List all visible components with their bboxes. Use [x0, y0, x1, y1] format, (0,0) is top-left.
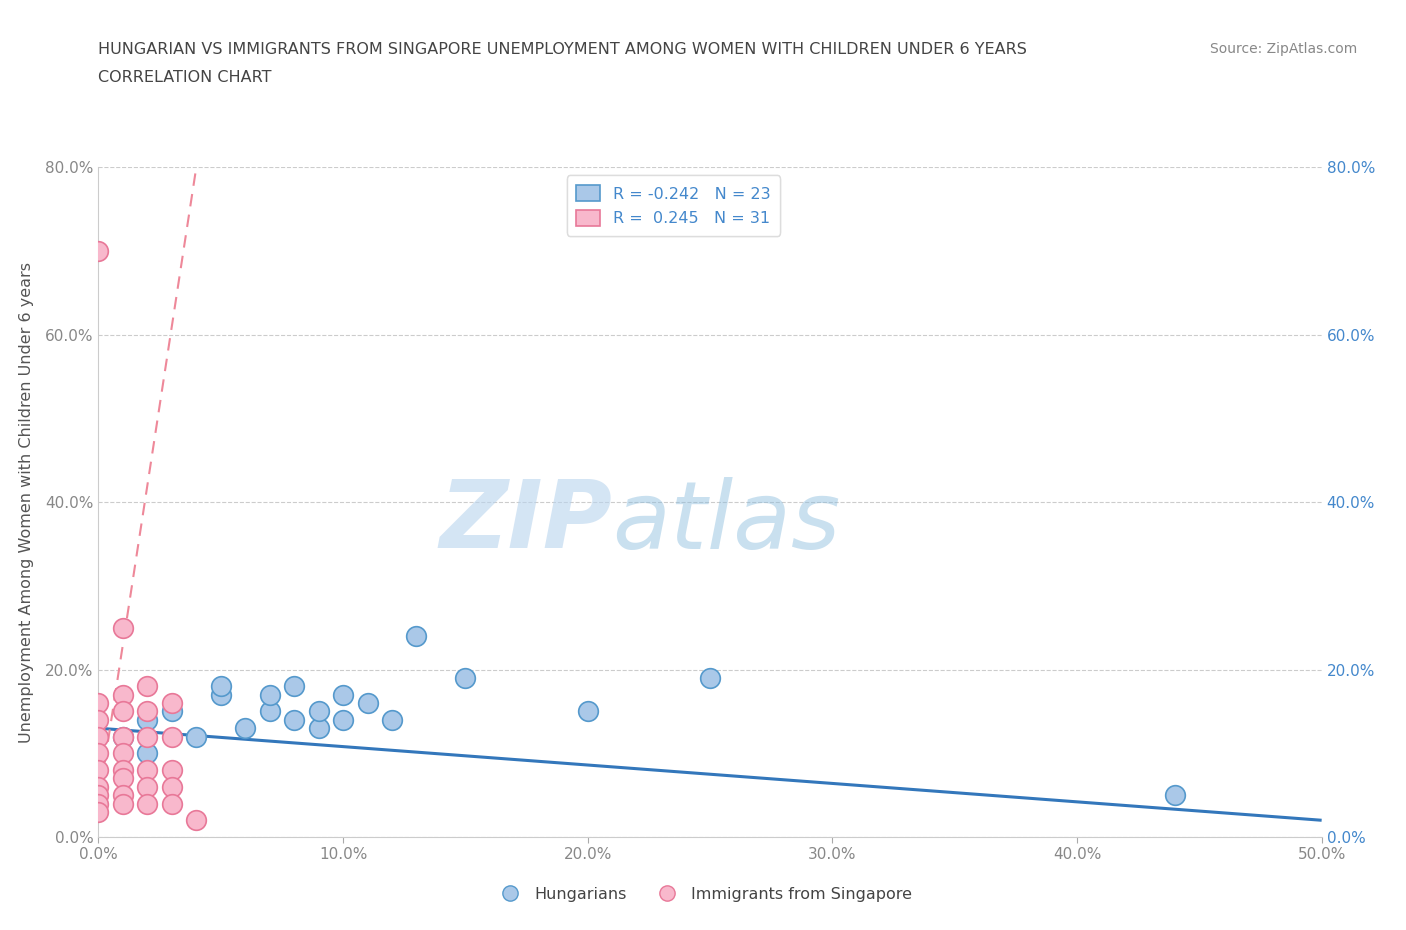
- Point: [209, 687, 232, 702]
- Point: [87, 796, 110, 811]
- Point: [136, 746, 159, 761]
- Point: [160, 704, 183, 719]
- Text: atlas: atlas: [612, 477, 841, 568]
- Point: [454, 671, 477, 685]
- Point: [259, 687, 281, 702]
- Point: [1164, 788, 1187, 803]
- Point: [356, 696, 378, 711]
- Point: [405, 629, 427, 644]
- Point: [186, 729, 208, 744]
- Point: [259, 704, 281, 719]
- Point: [111, 746, 134, 761]
- Text: ZIP: ZIP: [439, 476, 612, 568]
- Point: [136, 796, 159, 811]
- Point: [111, 729, 134, 744]
- Point: [283, 712, 305, 727]
- Point: [209, 679, 232, 694]
- Point: [576, 704, 599, 719]
- Point: [111, 771, 134, 786]
- Point: [87, 729, 110, 744]
- Point: [136, 729, 159, 744]
- Point: [136, 712, 159, 727]
- Point: [111, 620, 134, 635]
- Point: [160, 696, 183, 711]
- Point: [136, 679, 159, 694]
- Point: [381, 712, 404, 727]
- Point: [87, 788, 110, 803]
- Text: HUNGARIAN VS IMMIGRANTS FROM SINGAPORE UNEMPLOYMENT AMONG WOMEN WITH CHILDREN UN: HUNGARIAN VS IMMIGRANTS FROM SINGAPORE U…: [98, 42, 1028, 57]
- Point: [308, 721, 330, 736]
- Point: [111, 763, 134, 777]
- Point: [699, 671, 721, 685]
- Legend: Hungarians, Immigrants from Singapore: Hungarians, Immigrants from Singapore: [488, 881, 918, 908]
- Point: [111, 704, 134, 719]
- Point: [87, 712, 110, 727]
- Point: [160, 763, 183, 777]
- Point: [111, 796, 134, 811]
- Text: Source: ZipAtlas.com: Source: ZipAtlas.com: [1209, 42, 1357, 56]
- Point: [87, 244, 110, 259]
- Point: [136, 704, 159, 719]
- Point: [87, 763, 110, 777]
- Point: [332, 687, 354, 702]
- Point: [87, 779, 110, 794]
- Point: [87, 804, 110, 819]
- Text: CORRELATION CHART: CORRELATION CHART: [98, 70, 271, 85]
- Point: [283, 679, 305, 694]
- Point: [111, 729, 134, 744]
- Point: [136, 779, 159, 794]
- Legend: R = -0.242   N = 23, R =  0.245   N = 31: R = -0.242 N = 23, R = 0.245 N = 31: [567, 176, 780, 235]
- Point: [111, 687, 134, 702]
- Point: [111, 788, 134, 803]
- Point: [233, 721, 256, 736]
- Point: [160, 779, 183, 794]
- Point: [87, 746, 110, 761]
- Point: [160, 796, 183, 811]
- Point: [332, 712, 354, 727]
- Point: [160, 729, 183, 744]
- Y-axis label: Unemployment Among Women with Children Under 6 years: Unemployment Among Women with Children U…: [18, 261, 34, 743]
- Point: [186, 813, 208, 828]
- Point: [87, 696, 110, 711]
- Point: [136, 763, 159, 777]
- Point: [308, 704, 330, 719]
